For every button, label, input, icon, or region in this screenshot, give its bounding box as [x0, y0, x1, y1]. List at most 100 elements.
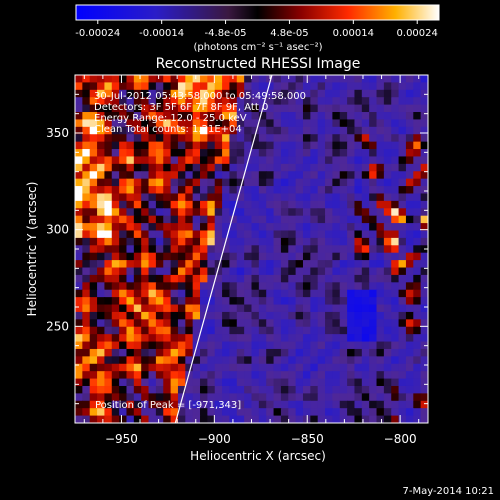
heatmap-cell: [82, 245, 91, 254]
heatmap-cell: [111, 319, 120, 328]
heatmap-cell: [236, 141, 245, 150]
heatmap-cell: [192, 230, 201, 239]
heatmap-cell: [280, 356, 289, 365]
heatmap-cell: [89, 178, 98, 187]
heatmap-cell: [302, 348, 311, 357]
heatmap-cell: [413, 415, 422, 423]
heatmap-cell: [398, 134, 407, 143]
heatmap-cell: [207, 385, 216, 394]
heatmap-cell: [89, 149, 98, 158]
heatmap-cell: [258, 134, 267, 143]
heatmap-cell: [82, 408, 91, 417]
heatmap-cell: [119, 97, 128, 106]
heatmap-cell: [405, 97, 414, 106]
heatmap-cell: [266, 363, 275, 372]
heatmap-cell: [170, 378, 179, 387]
heatmap-cell: [354, 89, 363, 98]
heatmap-cell: [413, 215, 422, 224]
heatmap-cell: [317, 385, 326, 394]
heatmap-cell: [354, 171, 363, 180]
heatmap-cell: [148, 223, 157, 232]
heatmap-cell: [288, 274, 297, 283]
heatmap-cell: [89, 341, 98, 350]
heatmap-cell: [236, 267, 245, 276]
heatmap-cell: [244, 311, 253, 320]
heatmap-cell: [295, 178, 304, 187]
heatmap-cell: [339, 149, 348, 158]
heatmap-cell: [200, 156, 208, 165]
heatmap-cell: [75, 97, 83, 106]
heatmap-cell: [376, 408, 385, 417]
heatmap-cell: [119, 408, 128, 417]
heatmap-cell: [420, 237, 428, 246]
heatmap-cell: [251, 304, 260, 313]
heatmap-cell: [82, 274, 91, 283]
heatmap-cell: [376, 245, 385, 254]
heatmap-cell: [332, 141, 341, 150]
heatmap-cell: [273, 178, 282, 187]
heatmap-cell: [280, 378, 289, 387]
heatmap-cell: [391, 274, 400, 283]
heatmap-cell: [163, 171, 172, 180]
heatmap-cell: [332, 171, 341, 180]
heatmap-cell: [207, 311, 216, 320]
heatmap-cell: [354, 408, 363, 417]
heatmap-cell: [97, 393, 106, 402]
heatmap-cell: [97, 356, 106, 365]
heatmap-cell: [266, 237, 275, 246]
heatmap-cell: [170, 200, 179, 209]
heatmap-cell: [185, 245, 194, 254]
heatmap-cell: [391, 215, 400, 224]
heatmap-cell: [280, 363, 289, 372]
heatmap-cell: [133, 378, 142, 387]
heatmap-cell: [244, 282, 253, 291]
heatmap-cell: [420, 82, 428, 91]
heatmap-cell: [214, 112, 223, 121]
heatmap-cell: [391, 282, 400, 291]
heatmap-cell: [75, 89, 83, 98]
heatmap-cell: [376, 104, 385, 113]
heatmap-cell: [133, 274, 142, 283]
heatmap-cell: [391, 260, 400, 269]
heatmap-cell: [104, 156, 113, 165]
heatmap-cell: [288, 267, 297, 276]
heatmap-cell: [317, 252, 326, 261]
heatmap-cell: [236, 193, 245, 202]
heatmap-cell: [413, 200, 422, 209]
heatmap-cell: [82, 75, 91, 84]
heatmap-cell: [185, 75, 194, 84]
heatmap-cell: [229, 363, 238, 372]
heatmap-cell: [317, 163, 326, 172]
heatmap-cell: [141, 193, 150, 202]
heatmap-cell: [354, 297, 363, 306]
heatmap-cell: [155, 274, 164, 283]
heatmap-cell: [104, 230, 113, 239]
heatmap-cell: [111, 356, 120, 365]
heatmap-cell: [207, 119, 216, 128]
heatmap-cell: [354, 311, 363, 320]
heatmap-cell: [420, 97, 428, 106]
heatmap-cell: [214, 230, 223, 239]
heatmap-cell: [104, 260, 113, 269]
heatmap-cell: [398, 149, 407, 158]
heatmap-cell: [133, 297, 142, 306]
heatmap-cell: [111, 186, 120, 195]
heatmap-cell: [339, 134, 348, 143]
x-tick-label: −850: [291, 432, 324, 446]
heatmap-cell: [155, 223, 164, 232]
heatmap-cell: [405, 319, 414, 328]
heatmap-cell: [185, 119, 194, 128]
heatmap-cell: [185, 141, 194, 150]
heatmap-cell: [177, 141, 186, 150]
heatmap-cell: [229, 149, 238, 158]
heatmap-cell: [310, 223, 319, 232]
heatmap-cell: [236, 371, 245, 380]
heatmap-cell: [288, 193, 297, 202]
heatmap-cell: [273, 408, 282, 417]
heatmap-cell: [295, 385, 304, 394]
heatmap-cell: [376, 208, 385, 217]
heatmap-cell: [214, 171, 223, 180]
heatmap-cell: [177, 134, 186, 143]
heatmap-cell: [302, 186, 311, 195]
heatmap-cell: [163, 237, 172, 246]
